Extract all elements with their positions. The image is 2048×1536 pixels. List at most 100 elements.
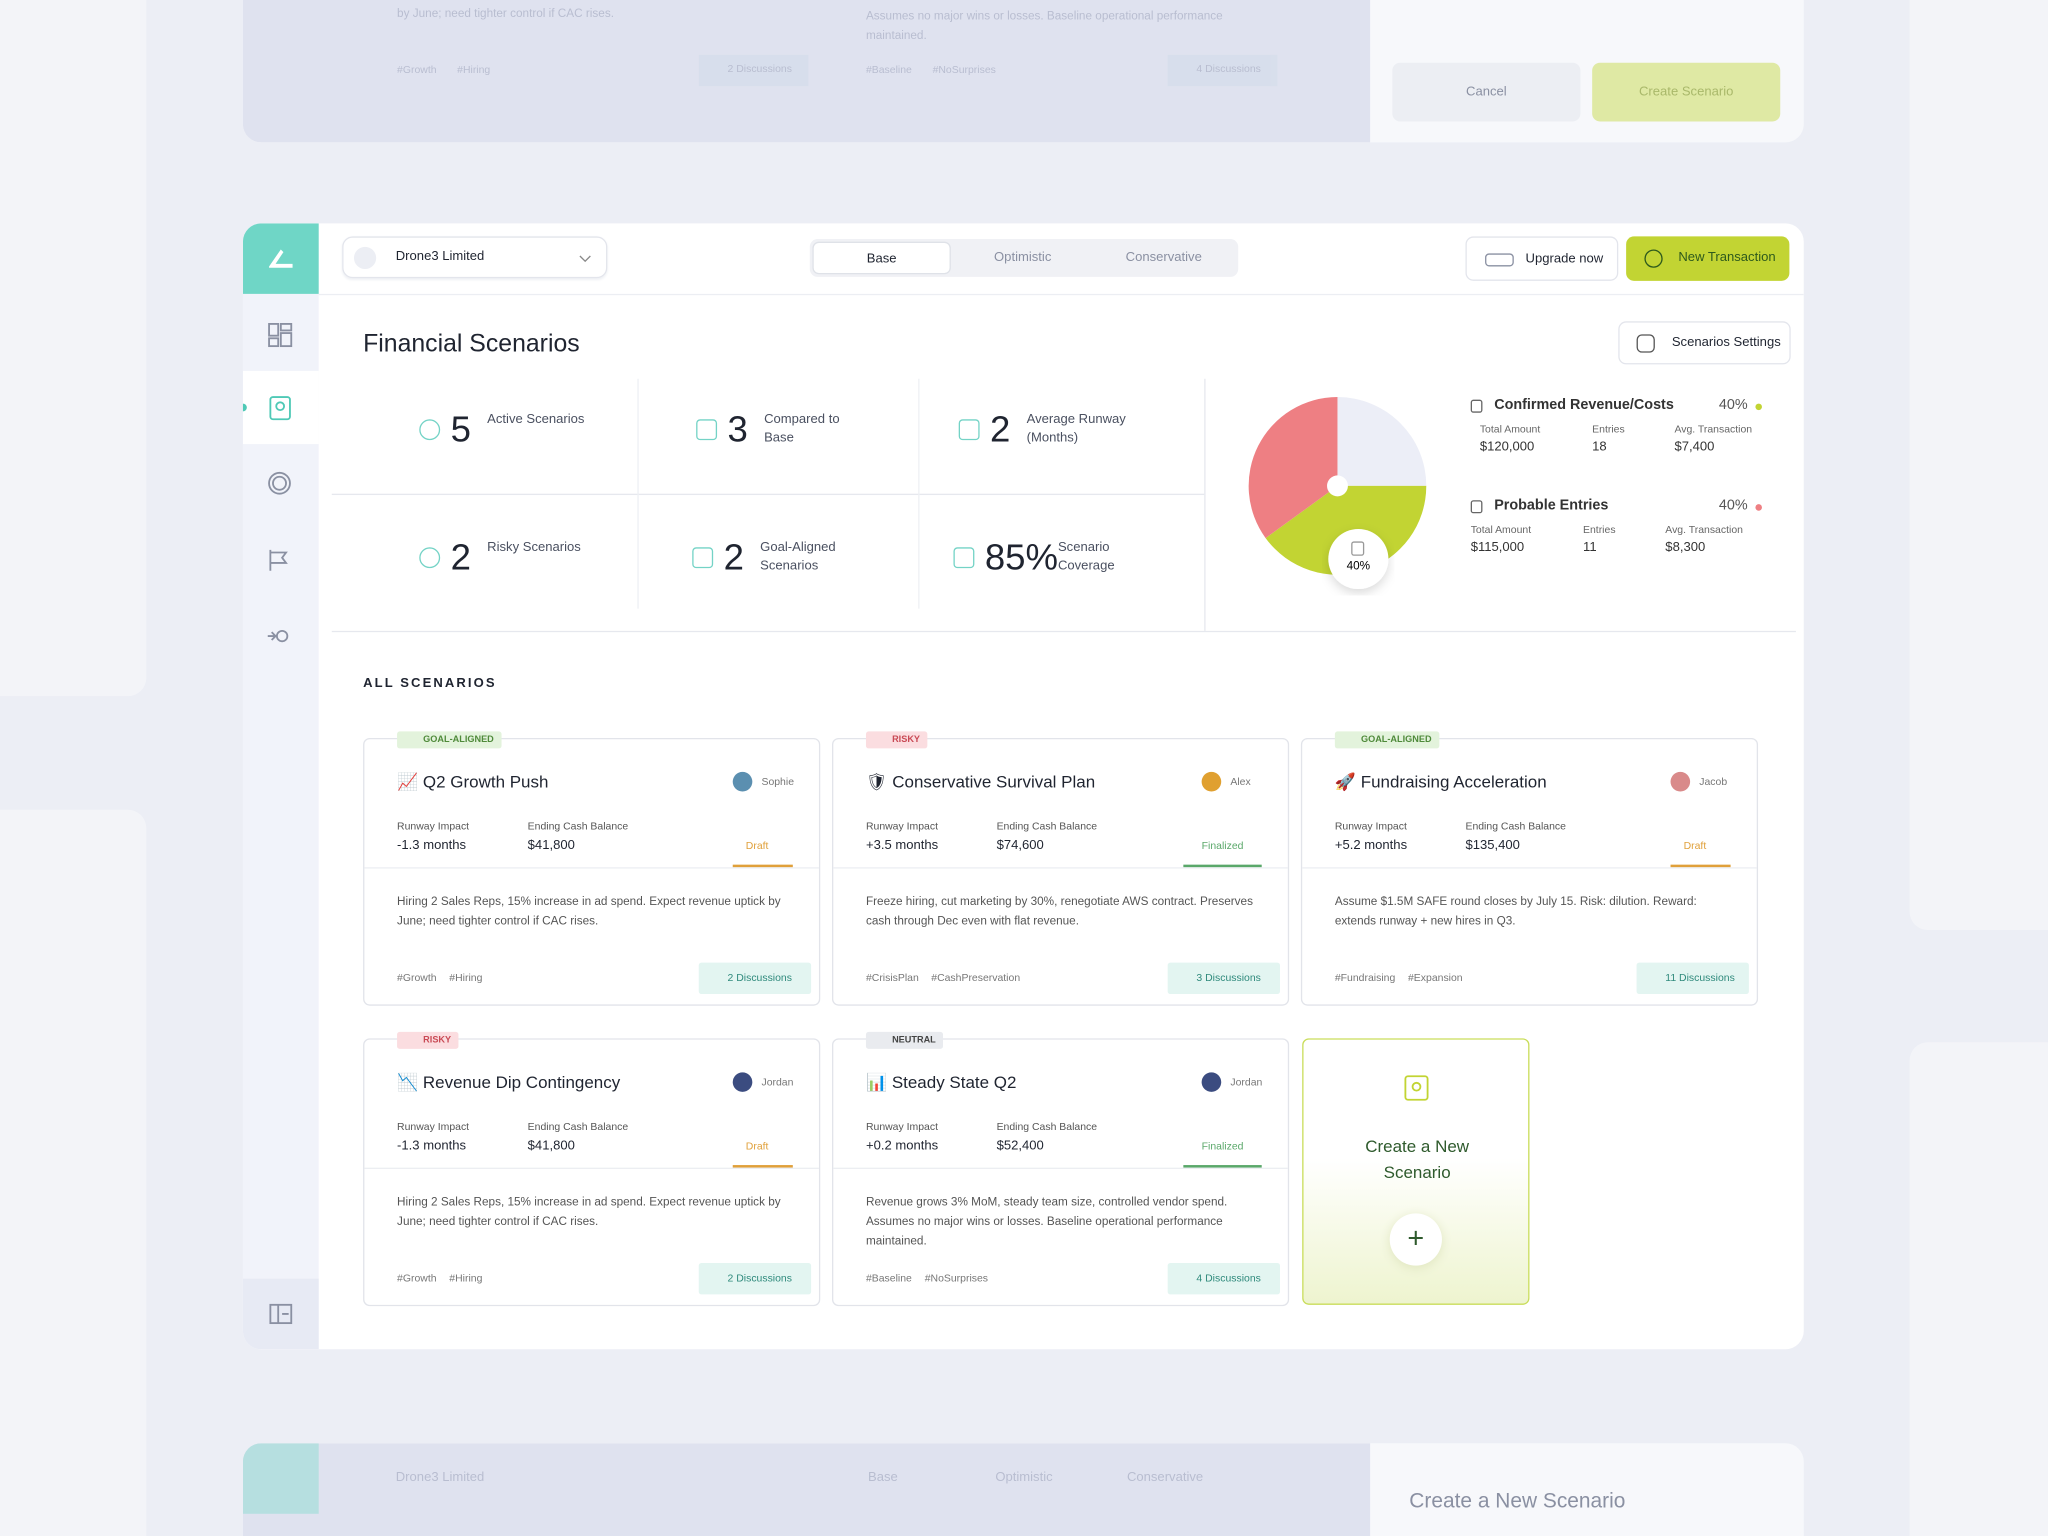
status: Finalized	[1183, 840, 1262, 868]
owner-name: Jordan	[761, 1076, 794, 1088]
nav-indicator	[242, 403, 247, 412]
owner-avatar	[1201, 1072, 1222, 1092]
new-transaction-button[interactable]: New Transaction	[1626, 236, 1790, 281]
owner-name: Jordan	[1230, 1076, 1263, 1088]
tab: Base	[868, 1470, 898, 1486]
owner-name: Alex	[1230, 775, 1251, 788]
plus-icon	[1644, 249, 1663, 268]
scenario-card[interactable]: RISKY 🛡 Conservative Survival Plan Alex Run…	[831, 731, 1290, 1006]
bg-panel	[1909, 0, 2048, 930]
status: Draft	[732, 840, 793, 868]
kpi-value: 2	[723, 536, 744, 578]
legend-percent: 40%	[1718, 497, 1748, 514]
nav-active[interactable]	[242, 370, 319, 445]
kpi-label: Compared to Base	[764, 412, 840, 446]
hashtag: #Expansion	[1407, 971, 1463, 984]
bg-panel	[0, 0, 147, 697]
discussions-button[interactable]: 3 Discussions	[1167, 962, 1280, 994]
card-title: 🚀 Fundraising Acceleration	[1334, 771, 1547, 792]
bg-panel	[0, 809, 147, 1536]
scenario-card[interactable]: RISKY 📉 Revenue Dip Contingency Jordan Runw…	[363, 1031, 821, 1307]
card-tag: NEUTRAL	[865, 1031, 944, 1049]
card-title: 📈 Q2 Growth Push	[397, 771, 549, 792]
description: Assume $1.5M SAFE round closes by July 1…	[1334, 894, 1697, 928]
description: Revenue grows 3% MoM, steady team size, …	[865, 1195, 1228, 1248]
tab[interactable]: Optimistic	[994, 250, 1052, 266]
company-icon	[353, 246, 377, 270]
discussions-button[interactable]: 4 Discussions	[1167, 1263, 1280, 1295]
scenario-card[interactable]: GOAL-ALIGNED 🚀 Fundraising Acceleration Ja…	[1300, 731, 1759, 1006]
create-icon	[1404, 1075, 1429, 1101]
description: Freeze hiring, cut marketing by 30%, ren…	[865, 894, 1253, 928]
discussions-button[interactable]: 11 Discussions	[1636, 962, 1749, 994]
create-plus[interactable]: +	[1389, 1213, 1442, 1266]
card-text: Assumes no major wins or losses. Baselin…	[865, 9, 1223, 42]
card-tag: GOAL-ALIGNED	[397, 731, 502, 749]
stat-value: 18	[1592, 440, 1607, 455]
field-label: Ending Cash Balance	[527, 820, 629, 832]
kpi-label: Risky Scenarios	[487, 540, 581, 556]
status: Draft	[732, 1140, 793, 1168]
tab[interactable]: Conservative	[1125, 250, 1202, 266]
logo-block	[242, 223, 319, 294]
card-title: 📉 Revenue Dip Contingency	[397, 1072, 621, 1092]
field-label: Ending Cash Balance	[996, 1120, 1098, 1133]
section-title: ALL SCENARIOS	[363, 676, 497, 691]
stat-label: Entries	[1592, 423, 1625, 435]
owner-name: Jacob	[1699, 775, 1728, 788]
cancel-button[interactable]: Cancel	[1392, 62, 1581, 122]
owner-avatar	[732, 771, 753, 792]
pie-label: 40%	[1347, 559, 1371, 572]
nav-bottom[interactable]	[242, 1278, 319, 1350]
create-label: Create a New Scenario	[1365, 1136, 1470, 1183]
page-title: Financial Scenarios	[363, 330, 580, 358]
kpi-label: Active Scenarios	[487, 412, 585, 428]
tab[interactable]: Base	[812, 241, 951, 275]
pie-center	[1327, 475, 1348, 497]
nav-icons	[267, 323, 293, 1325]
pie-chart: 40%	[1248, 397, 1427, 590]
card-tag: RISKY	[397, 1031, 459, 1049]
divider	[364, 1167, 819, 1169]
discussions-button[interactable]: 2 Discussions	[698, 1263, 812, 1295]
new-transaction-label: New Transaction	[1678, 250, 1776, 266]
scenario-card[interactable]: NEUTRAL 📊 Steady State Q2 Jordan Runway Imp…	[831, 1031, 1290, 1307]
company-select[interactable]: Drone3 Limited	[342, 236, 608, 279]
settings-label: Scenarios Settings	[1671, 335, 1781, 351]
divider	[318, 293, 1804, 296]
hashtag: #Fundraising	[1334, 971, 1396, 984]
field-label: Runway Impact	[865, 820, 938, 832]
divider	[918, 378, 920, 609]
field-value: $41,800	[527, 838, 575, 853]
upgrade-button[interactable]: Upgrade now	[1465, 236, 1619, 281]
create-card[interactable]: Create a New Scenario +	[1302, 1038, 1530, 1305]
divider	[833, 867, 1288, 869]
discussions-button[interactable]: 2 Discussions	[698, 962, 812, 994]
hashtag: #Growth	[397, 1272, 437, 1284]
divider	[331, 493, 1205, 496]
field-label: Runway Impact	[865, 1120, 938, 1133]
card-title: 🛡 Conservative Survival Plan	[865, 771, 1096, 792]
field-value: +3.5 months	[865, 838, 939, 853]
create-button[interactable]: Create Scenario	[1592, 62, 1781, 122]
stat-value: $8,300	[1665, 540, 1706, 556]
field-label: Ending Cash Balance	[527, 1120, 629, 1133]
upgrade-icon	[1485, 253, 1514, 267]
panel-title: Create a New Scenario	[1409, 1490, 1626, 1513]
kpi-label: Average Runway (Months)	[1026, 412, 1126, 446]
field-value: +5.2 months	[1334, 838, 1408, 853]
scenario-card[interactable]: GOAL-ALIGNED 📈 Q2 Growth Push Sophie Runway…	[363, 731, 821, 1006]
legend-title: Probable Entries	[1494, 497, 1609, 514]
pie-slice	[1248, 397, 1338, 539]
field-value: -1.3 months	[397, 1138, 467, 1154]
kpi-icon	[953, 547, 975, 569]
divider	[637, 378, 639, 609]
settings-button[interactable]: Scenarios Settings	[1618, 321, 1791, 365]
stat-label: Avg. Transaction	[1665, 523, 1743, 536]
tag: #Baseline	[865, 63, 912, 76]
legend-icon	[1470, 500, 1483, 514]
kpi-label: Goal-Aligned Scenarios	[760, 540, 836, 574]
tag: #NoSurprises	[932, 63, 996, 76]
field-label: Runway Impact	[397, 1120, 470, 1133]
description: Hiring 2 Sales Reps, 15% increase in ad …	[397, 894, 781, 928]
